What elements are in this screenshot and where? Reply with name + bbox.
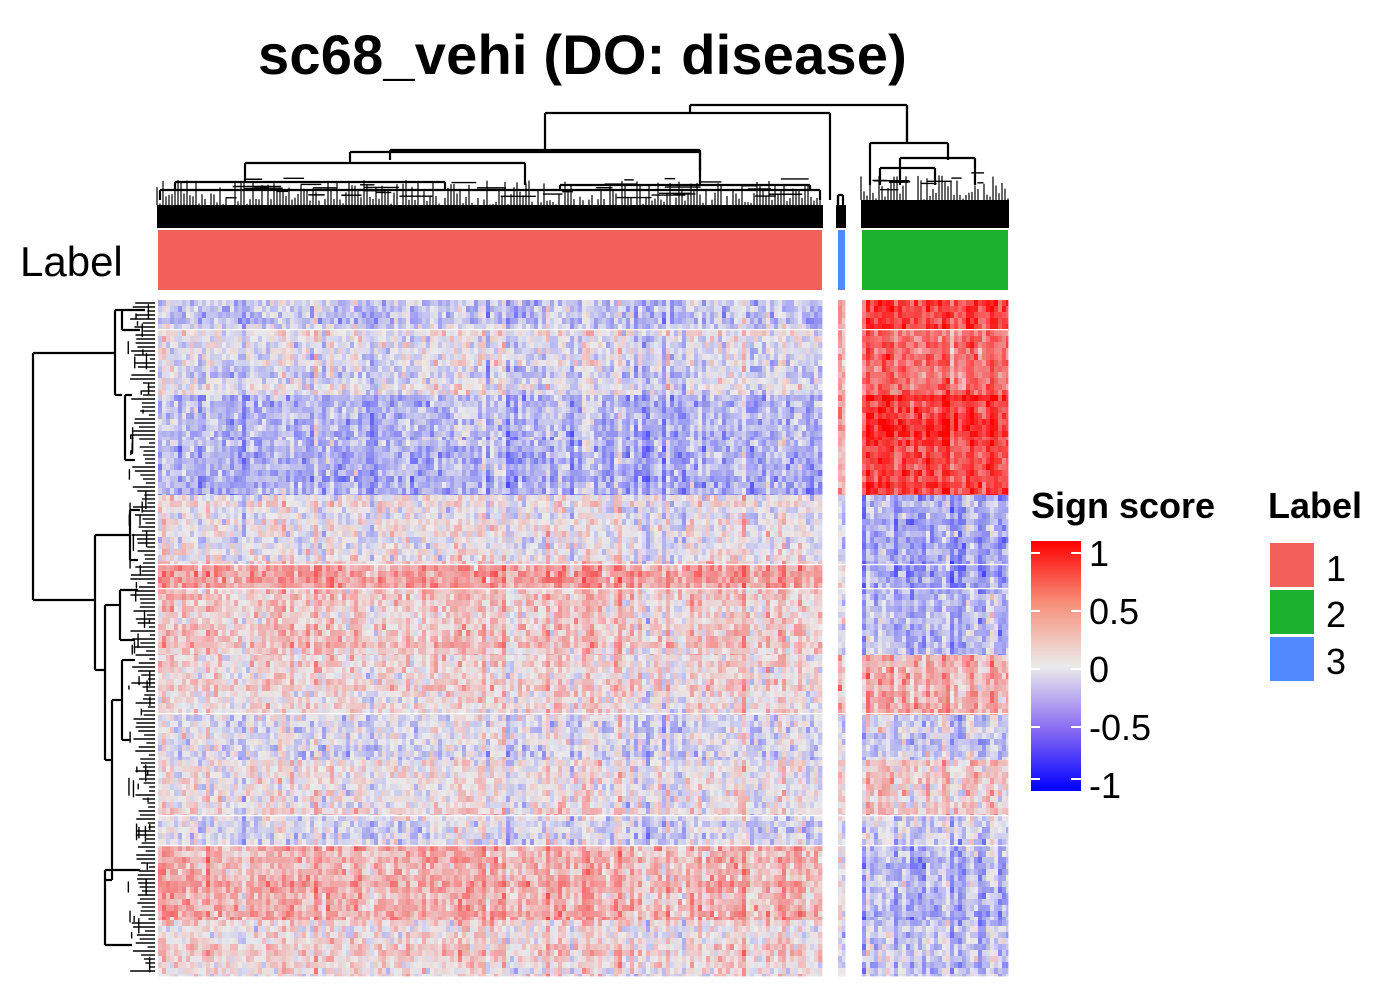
annotation-cluster-2 [862, 230, 1008, 290]
label-legend-text-3: 3 [1326, 641, 1346, 683]
chart-title: sc68_vehi (DO: disease) [0, 22, 1165, 87]
label-legend-text-2: 2 [1326, 594, 1346, 636]
row-dendrogram [31, 302, 155, 973]
label-legend-text-1: 1 [1326, 548, 1346, 590]
sign-score-legend-title: Sign score [1031, 485, 1215, 527]
heatmap-block-cluster-2 [862, 300, 1009, 977]
colorbar-ticks [1031, 552, 1081, 780]
annotation-row-label: Label [20, 238, 123, 286]
column-dendrogram [156, 103, 1009, 228]
colorbar-tick-label: -1 [1089, 765, 1121, 807]
colorbar-tick-label: 0 [1089, 649, 1109, 691]
label-legend-title: Label [1268, 485, 1362, 527]
colorbar-tick-label: -0.5 [1089, 707, 1151, 749]
colorbar-tick-label: 0.5 [1089, 591, 1139, 633]
heatmap-body [158, 300, 1009, 977]
label-legend-swatch-1 [1270, 543, 1314, 587]
colorbar-tick-label: 1 [1089, 533, 1109, 575]
label-legend-swatch-2 [1270, 590, 1314, 634]
annotation-cluster-1 [158, 230, 822, 290]
heatmap-block-cluster-3 [838, 300, 846, 977]
column-annotation-bar [158, 230, 1008, 290]
label-legend-swatch-3 [1270, 637, 1314, 681]
annotation-cluster-3 [838, 230, 845, 290]
sign-score-colorbar [1031, 541, 1081, 791]
heatmap-block-cluster-1 [158, 300, 823, 977]
